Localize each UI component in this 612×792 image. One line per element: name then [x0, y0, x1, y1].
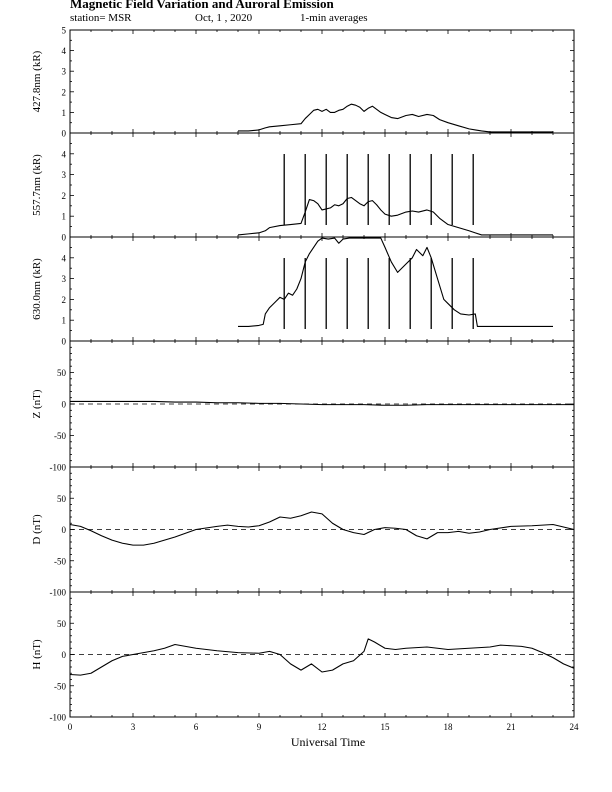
y-axis-label: Z (nT)	[31, 389, 43, 418]
x-tick-label: 21	[507, 722, 516, 732]
data-line	[69, 511, 575, 546]
chart-title: Magnetic Field Variation and Auroral Emi…	[70, 0, 334, 11]
y-tick-label: 4	[62, 149, 67, 159]
panel-frame	[69, 29, 575, 134]
y-tick-label: 5	[62, 26, 67, 36]
y-tick-label: -50	[54, 681, 66, 691]
x-tick-label: 9	[257, 722, 262, 732]
data-line	[238, 103, 553, 133]
y-tick-label: 50	[57, 494, 67, 504]
y-tick-label: 0	[62, 650, 67, 660]
station-label: station= MSR	[70, 12, 132, 24]
y-tick-label: 1	[62, 212, 67, 222]
data-line	[238, 237, 553, 327]
y-axis-label: 427.8nm (kR)	[31, 50, 43, 112]
y-tick-label: 0	[62, 129, 67, 139]
y-tick-label: -100	[50, 588, 67, 598]
y-tick-label: 2	[62, 87, 67, 97]
y-tick-label: -100	[50, 713, 67, 723]
x-tick-label: 24	[570, 722, 580, 732]
y-tick-label: 4	[62, 46, 67, 56]
y-axis-label: D (nT)	[31, 514, 43, 545]
data-line	[70, 400, 574, 406]
y-tick-label: 1	[62, 316, 67, 326]
panel-frame	[69, 236, 575, 342]
y-tick-label: 3	[62, 170, 67, 180]
panel-frame	[69, 132, 575, 238]
y-tick-label: 0	[62, 400, 67, 410]
y-tick-label: 0	[62, 233, 67, 243]
x-tick-label: 12	[318, 722, 327, 732]
y-tick-label: 2	[62, 191, 67, 201]
y-tick-label: 4	[62, 253, 67, 263]
y-tick-label: 0	[62, 525, 67, 535]
y-axis-label: 557.7nm (kR)	[31, 154, 43, 216]
data-line	[237, 196, 553, 236]
y-axis-label: 630.0nm (kR)	[31, 258, 43, 320]
x-tick-label: 6	[194, 722, 199, 732]
y-tick-label: 50	[57, 368, 67, 378]
y-tick-label: -100	[50, 463, 67, 473]
y-axis-label: H (nT)	[31, 639, 43, 670]
y-tick-label: -50	[54, 431, 66, 441]
averaging-label: 1-min averages	[300, 12, 368, 24]
data-line	[69, 638, 575, 676]
y-tick-label: 3	[62, 67, 67, 77]
y-tick-label: 3	[62, 274, 67, 284]
x-tick-label: 15	[381, 722, 391, 732]
y-tick-label: 50	[57, 619, 67, 629]
y-tick-label: 2	[62, 295, 67, 305]
x-axis-label: Universal Time	[291, 735, 365, 749]
y-tick-label: 1	[62, 108, 67, 118]
x-tick-label: 3	[131, 722, 136, 732]
x-tick-label: 18	[444, 722, 454, 732]
date-label: Oct, 1 , 2020	[195, 12, 253, 24]
y-tick-label: 0	[62, 337, 67, 347]
y-tick-label: -50	[54, 556, 66, 566]
x-tick-label: 0	[68, 722, 73, 732]
